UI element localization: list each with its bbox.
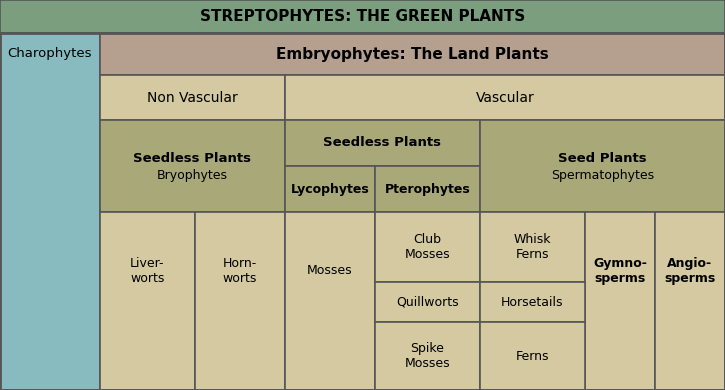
Text: Seedless Plants: Seedless Plants	[323, 136, 442, 149]
Bar	[0, 33, 100, 390]
Bar	[480, 212, 585, 282]
Bar	[100, 212, 195, 390]
Bar	[375, 282, 480, 322]
Text: Seedless Plants: Seedless Plants	[133, 151, 252, 165]
Bar	[195, 212, 285, 390]
Text: STREPTOPHYTES: THE GREEN PLANTS: STREPTOPHYTES: THE GREEN PLANTS	[200, 9, 525, 24]
Bar	[100, 120, 285, 212]
Bar	[100, 33, 725, 75]
Bar	[655, 212, 725, 390]
Text: Bryophytes: Bryophytes	[157, 170, 228, 183]
Text: Horn-
worts: Horn- worts	[223, 257, 257, 285]
Text: Non Vascular: Non Vascular	[147, 90, 238, 105]
Text: Lycophytes: Lycophytes	[291, 183, 369, 195]
Text: Horsetails: Horsetails	[501, 296, 564, 308]
Bar	[480, 282, 585, 322]
Text: Whisk
Ferns: Whisk Ferns	[514, 233, 551, 261]
Bar	[375, 166, 480, 212]
Text: Mosses: Mosses	[307, 264, 353, 278]
Bar	[285, 120, 480, 166]
Text: Spike
Mosses: Spike Mosses	[405, 342, 450, 370]
Text: Seed Plants: Seed Plants	[558, 151, 647, 165]
Bar	[585, 212, 655, 390]
Text: Charophytes: Charophytes	[8, 48, 92, 60]
Bar	[100, 75, 285, 120]
Bar	[285, 212, 375, 390]
Text: Gymno-
sperms: Gymno- sperms	[593, 257, 647, 285]
Bar	[0, 0, 725, 33]
Text: Vascular: Vascular	[476, 90, 534, 105]
Text: Club
Mosses: Club Mosses	[405, 233, 450, 261]
Bar	[285, 75, 725, 120]
Text: Embryophytes: The Land Plants: Embryophytes: The Land Plants	[276, 46, 549, 62]
Text: Spermatophytes: Spermatophytes	[551, 170, 654, 183]
Text: Angio-
sperms: Angio- sperms	[664, 257, 716, 285]
Bar	[285, 166, 375, 212]
Bar	[480, 120, 725, 212]
Text: Liver-
worts: Liver- worts	[130, 257, 165, 285]
Bar	[375, 212, 480, 282]
Text: Pterophytes: Pterophytes	[385, 183, 471, 195]
Text: Ferns: Ferns	[515, 349, 550, 362]
Bar	[375, 322, 480, 390]
Text: Quillworts: Quillworts	[396, 296, 459, 308]
Bar	[480, 322, 585, 390]
